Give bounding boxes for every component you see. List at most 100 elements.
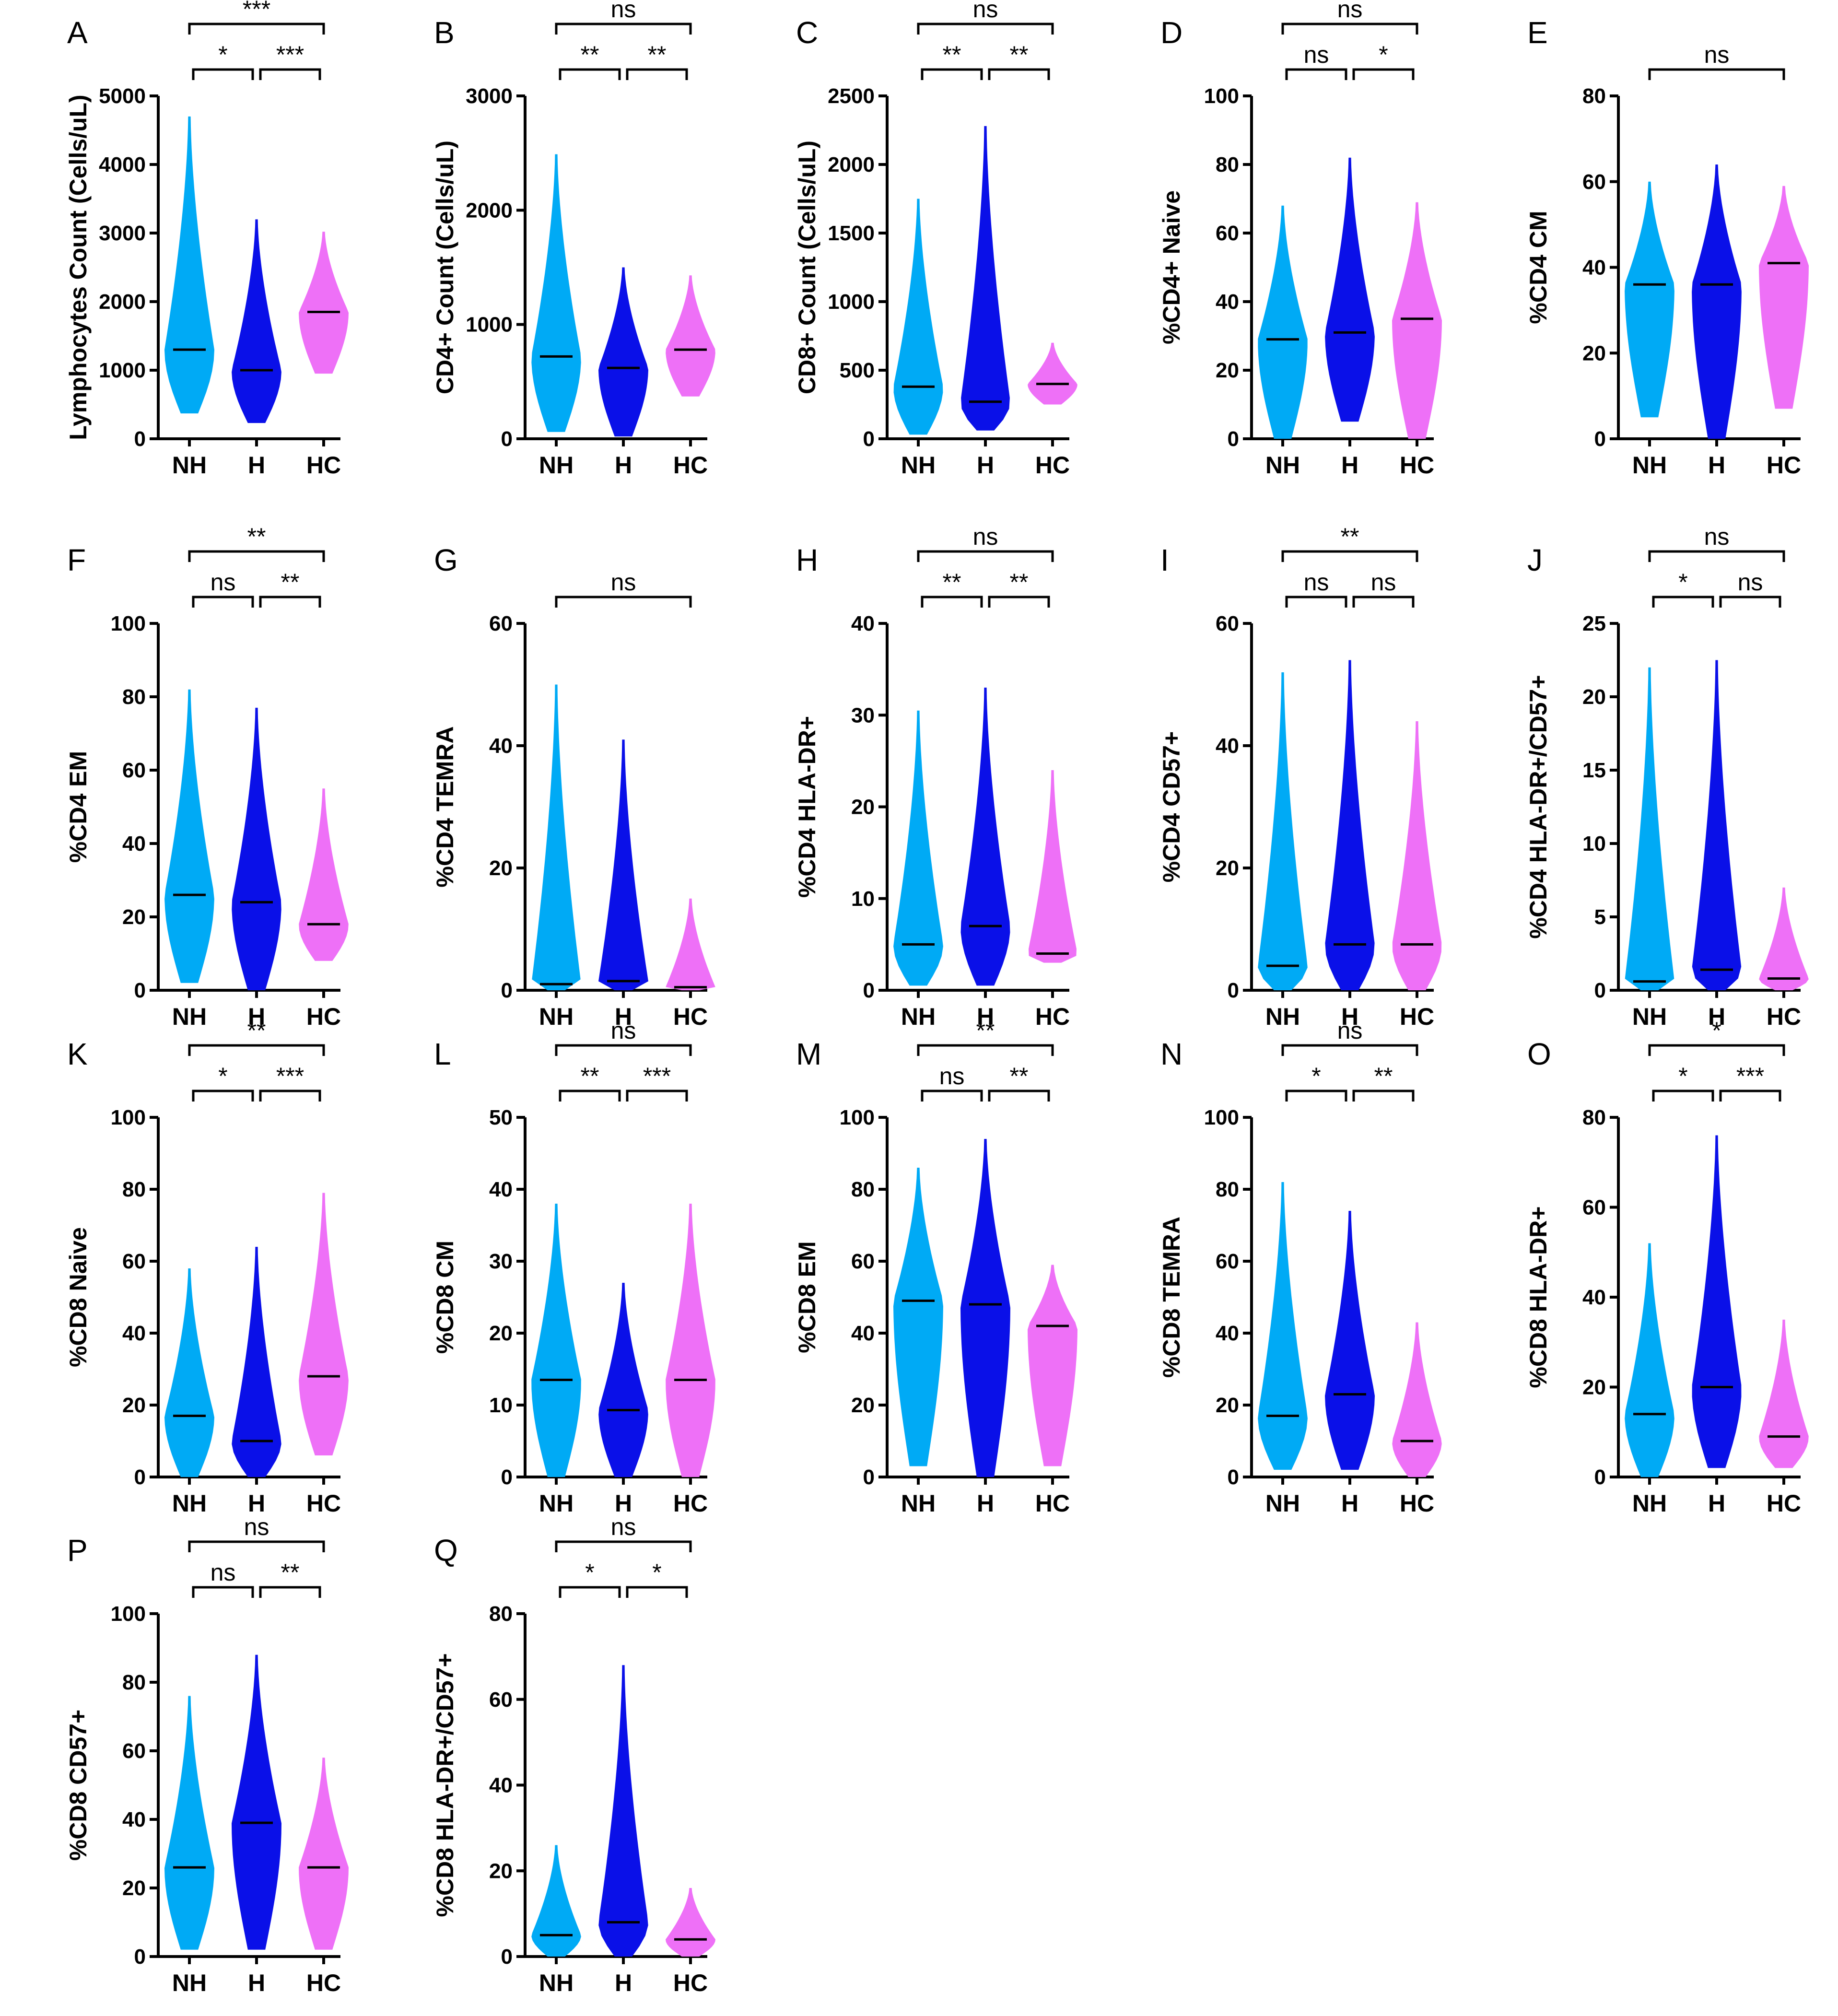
significance-bracket xyxy=(555,1044,692,1056)
x-category-label: H xyxy=(977,452,994,479)
violin-h xyxy=(232,1654,281,1950)
significance-bracket xyxy=(188,1540,325,1552)
significance-label: ns xyxy=(211,1559,236,1586)
x-category-label: H xyxy=(1341,1003,1358,1030)
x-category-label: H xyxy=(248,1490,265,1517)
violin-hc xyxy=(666,898,715,990)
violin-hc xyxy=(666,1888,715,1957)
violin-hc xyxy=(1392,1322,1442,1477)
significance-label: *** xyxy=(1736,1063,1764,1090)
violin-h xyxy=(960,1139,1010,1477)
x-category-label: HC xyxy=(306,1490,341,1517)
x-category-label: H xyxy=(248,1003,265,1030)
violin-hc xyxy=(666,275,715,397)
x-category-label: H xyxy=(615,1490,632,1517)
violin-h xyxy=(598,267,648,437)
significance-bracket xyxy=(1352,68,1415,80)
x-category-label: H xyxy=(615,1969,632,1996)
significance-bracket xyxy=(188,1044,325,1056)
violin-nh xyxy=(893,1168,943,1466)
x-category-label: HC xyxy=(1035,1490,1070,1517)
x-category-label: H xyxy=(615,452,632,479)
significance-bracket xyxy=(555,596,692,608)
significance-label: ns xyxy=(611,1017,636,1044)
significance-label: ** xyxy=(943,41,961,68)
panel-c: C CD8+ Count (Cells/uL) 0 500 1000 1500 2000 25… xyxy=(794,0,1077,479)
significance-bracket xyxy=(559,68,621,80)
y-tick-label: 1000 xyxy=(828,290,875,314)
significance-bracket xyxy=(559,1586,621,1598)
panel-letter: L xyxy=(434,1037,451,1071)
y-tick-label: 1000 xyxy=(466,313,513,337)
y-tick-label: 80 xyxy=(1582,1106,1606,1129)
y-tick-label: 2000 xyxy=(466,199,513,222)
x-category-label: H xyxy=(1708,1003,1725,1030)
significance-label: * xyxy=(1678,1063,1687,1090)
significance-bracket xyxy=(1652,1090,1714,1102)
y-tick-label: 80 xyxy=(1582,84,1606,108)
y-axis-label: %CD8 EM xyxy=(794,1241,820,1353)
y-tick-label: 80 xyxy=(122,685,146,709)
y-tick-label: 10 xyxy=(851,887,875,911)
y-tick-label: 60 xyxy=(851,1250,875,1273)
y-tick-label: 20 xyxy=(1582,1376,1606,1399)
panel-letter: G xyxy=(434,543,458,577)
significance-label: ** xyxy=(281,1559,300,1586)
y-tick-label: 0 xyxy=(1228,979,1239,1002)
y-tick-label: 1500 xyxy=(828,222,875,245)
y-tick-label: 60 xyxy=(1216,222,1239,245)
violin-h xyxy=(598,1283,648,1477)
significance-label: * xyxy=(585,1559,594,1586)
y-tick-label: 40 xyxy=(851,1322,875,1345)
y-tick-label: 40 xyxy=(1216,1322,1239,1345)
y-tick-label: 60 xyxy=(1216,1250,1239,1273)
y-tick-label: 0 xyxy=(501,1945,513,1969)
x-category-label: H xyxy=(1341,1490,1358,1517)
y-tick-label: 5000 xyxy=(99,84,146,108)
significance-label: ns xyxy=(1337,0,1363,23)
violin-h xyxy=(1325,157,1375,422)
significance-label: *** xyxy=(643,1063,671,1090)
violin-hc xyxy=(299,1758,349,1950)
significance-bracket xyxy=(259,1586,321,1598)
significance-label: ns xyxy=(611,0,636,23)
significance-bracket xyxy=(1648,550,1785,562)
y-tick-label: 80 xyxy=(489,1602,513,1626)
x-category-label: NH xyxy=(1265,452,1300,479)
significance-label: *** xyxy=(276,41,304,68)
x-category-label: HC xyxy=(1400,452,1434,479)
y-tick-label: 0 xyxy=(863,427,875,451)
y-tick-label: 40 xyxy=(1582,1286,1606,1309)
significance-bracket xyxy=(1281,550,1418,562)
significance-bracket xyxy=(626,68,688,80)
x-category-label: NH xyxy=(1632,1003,1667,1030)
violin-nh xyxy=(531,1845,581,1957)
violin-nh xyxy=(1258,1182,1308,1470)
y-tick-label: 60 xyxy=(489,612,513,635)
x-category-label: NH xyxy=(539,1003,574,1030)
y-tick-label: 0 xyxy=(1228,427,1239,451)
significance-label: *** xyxy=(276,1063,304,1090)
y-tick-label: 60 xyxy=(122,1739,146,1763)
violin-nh xyxy=(1258,205,1308,439)
significance-label: *** xyxy=(243,0,270,23)
x-category-label: HC xyxy=(306,452,341,479)
y-tick-label: 20 xyxy=(489,1322,513,1345)
y-tick-label: 100 xyxy=(840,1106,875,1129)
significance-label: ** xyxy=(581,41,599,68)
y-tick-label: 0 xyxy=(134,1465,146,1489)
significance-bracket xyxy=(1285,1090,1347,1102)
y-axis-label: %CD8 HLA-DR+ xyxy=(1525,1206,1552,1388)
y-tick-label: 0 xyxy=(501,979,513,1002)
y-tick-label: 2000 xyxy=(99,290,146,314)
x-category-label: H xyxy=(248,1969,265,1996)
panel-q: Q %CD8 HLA-DR+/CD57+ 0 20 40 60 80 NH H HC * * ns xyxy=(432,1513,715,1996)
y-tick-label: 80 xyxy=(122,1178,146,1201)
y-axis-label: %CD4 HLA-DR+ xyxy=(794,716,820,898)
y-tick-label: 100 xyxy=(111,1106,146,1129)
significance-label: ** xyxy=(1010,569,1029,596)
x-category-label: NH xyxy=(539,452,574,479)
significance-bracket xyxy=(1281,1044,1418,1056)
panel-letter: C xyxy=(796,15,818,50)
